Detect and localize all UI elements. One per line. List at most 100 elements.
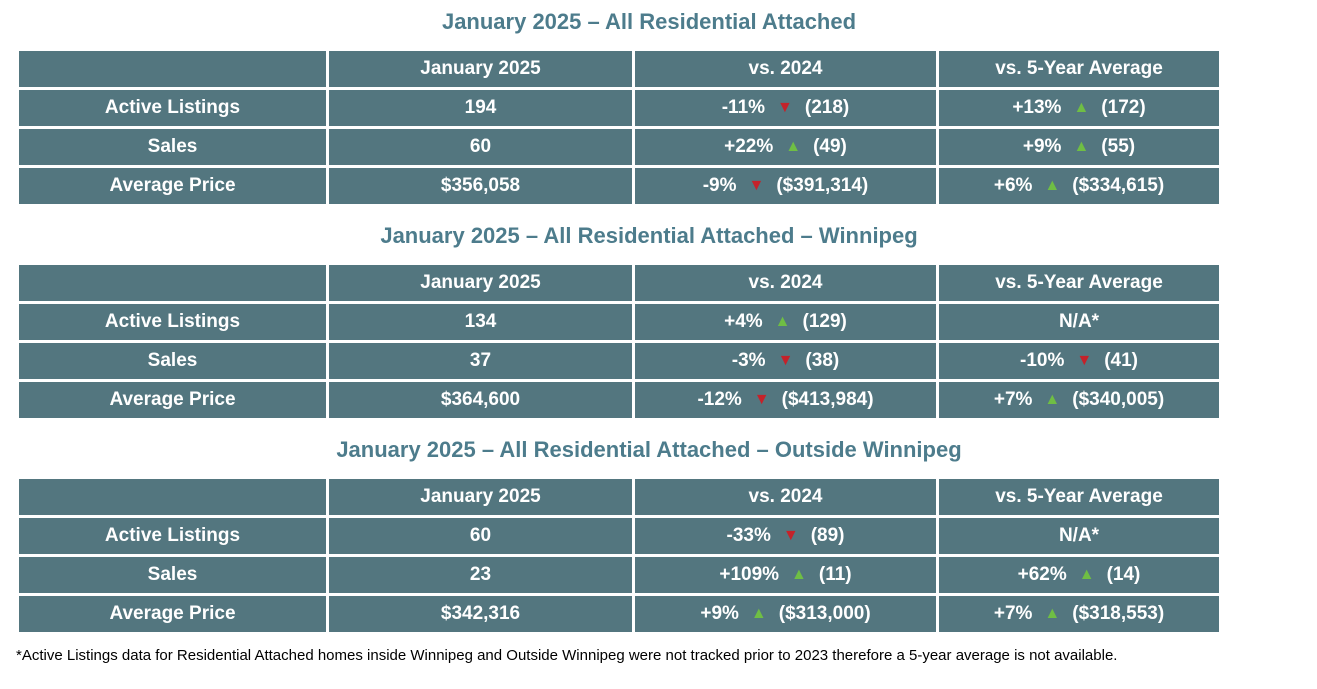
change-percent: -3% [731,350,766,371]
vs-5yr-cell: N/A* [936,515,1222,557]
report-page: January 2025 – All Residential Attached … [16,9,1222,664]
stats-table-all-residential-attached: January 2025 vs. 2024 vs. 5-Year Average… [16,48,1222,207]
vs-2024-cell: -3% ▼ (38) [632,340,939,382]
change-percent: +7% [993,603,1033,624]
table-row-active-listings: Active Listings 60 -33% ▼ (89) N/A* [16,515,1222,557]
change-percent: +13% [1012,97,1062,118]
comparison-value: (129) [802,311,847,332]
header-row: January 2025 vs. 2024 vs. 5-Year Average [16,476,1222,518]
comparison-value: ($334,615) [1072,175,1165,196]
table-row-active-listings: Active Listings 194 -11% ▼ (218) +13% ▲ (172… [16,87,1222,129]
change-arrow-icon: ▲ [1073,99,1090,116]
table-row-sales: Sales 37 -3% ▼ (38) -10% ▼ (41) [16,340,1222,382]
comparison-value: ($313,000) [778,603,871,624]
header-vs-5-year-average: vs. 5-Year Average [936,262,1222,304]
row-label: Active Listings [16,87,329,129]
change-percent: -33% [726,525,771,546]
header-blank-cell [16,262,329,304]
change-arrow-icon: ▲ [1044,391,1061,408]
change-percent: -10% [1020,350,1065,371]
change-percent: +22% [724,136,774,157]
table-title-outside-winnipeg: January 2025 – All Residential Attached … [336,437,962,462]
current-value-cell: 37 [326,340,635,382]
change-arrow-icon: ▲ [1044,177,1061,194]
comparison-value: ($340,005) [1072,389,1165,410]
comparison-value: (11) [818,564,852,585]
change-arrow-icon: ▲ [1078,566,1095,583]
change-percent: +62% [1017,564,1067,585]
header-vs-2024: vs. 2024 [632,48,939,90]
row-label: Active Listings [16,515,329,557]
table-row-sales: Sales 60 +22% ▲ (49) +9% ▲ (55) [16,126,1222,168]
change-percent: +4% [724,311,763,332]
comparison-value: (14) [1106,564,1141,585]
header-january-2025: January 2025 [326,48,635,90]
header-vs-5-year-average: vs. 5-Year Average [936,48,1222,90]
row-label: Average Price [16,593,329,635]
comparison-value: ($318,553) [1072,603,1165,624]
vs-2024-cell: -12% ▼ ($413,984) [632,379,939,421]
change-arrow-icon: ▼ [748,177,765,194]
vs-2024-cell: +22% ▲ (49) [632,126,939,168]
vs-2024-cell: -33% ▼ (89) [632,515,939,557]
comparison-value: (218) [804,97,850,118]
header-vs-2024: vs. 2024 [632,476,939,518]
comparison-value: (55) [1101,136,1136,157]
header-vs-5-year-average: vs. 5-Year Average [936,476,1222,518]
stats-table-winnipeg: January 2025 vs. 2024 vs. 5-Year Average… [16,262,1222,421]
comparison-value: ($391,314) [776,175,869,196]
change-arrow-icon: ▼ [782,527,799,544]
vs-5yr-cell: +7% ▲ ($318,553) [936,593,1222,635]
vs-2024-cell: +109% ▲ (11) [632,554,939,596]
change-arrow-icon: ▲ [1073,138,1090,155]
header-january-2025: January 2025 [326,262,635,304]
vs-5yr-cell: N/A* [936,301,1222,343]
change-percent: N/A* [1058,311,1100,332]
row-label: Active Listings [16,301,329,343]
current-value-cell: 134 [326,301,635,343]
stats-table-outside-winnipeg: January 2025 vs. 2024 vs. 5-Year Average… [16,476,1222,635]
comparison-value: (89) [810,525,845,546]
table-row-average-price: Average Price $342,316 +9% ▲ ($313,000) +7… [16,593,1222,635]
change-percent: +7% [993,389,1033,410]
comparison-value: ($413,984) [781,389,874,410]
change-arrow-icon: ▲ [785,138,802,155]
change-arrow-icon: ▼ [753,391,770,408]
change-arrow-icon: ▲ [791,566,807,583]
vs-2024-cell: +9% ▲ ($313,000) [632,593,939,635]
vs-2024-cell: +4% ▲ (129) [632,301,939,343]
change-arrow-icon: ▲ [750,605,767,622]
current-value-cell: $356,058 [326,165,635,207]
vs-5yr-cell: +9% ▲ (55) [936,126,1222,168]
header-vs-2024: vs. 2024 [632,262,939,304]
change-percent: -11% [721,97,766,118]
change-arrow-icon: ▼ [777,99,793,116]
table-title-all-residential-attached: January 2025 – All Residential Attached [441,9,857,34]
header-row: January 2025 vs. 2024 vs. 5-Year Average [16,48,1222,90]
comparison-value: (172) [1101,97,1146,118]
change-arrow-icon: ▼ [1076,352,1093,369]
change-arrow-icon: ▼ [777,352,794,369]
comparison-value: (38) [805,350,840,371]
current-value-cell: $342,316 [326,593,635,635]
header-blank-cell [16,48,329,90]
change-percent: -12% [697,389,742,410]
row-label: Sales [16,340,329,382]
change-percent: +109% [719,564,780,585]
change-arrow-icon: ▲ [774,313,791,330]
header-blank-cell [16,476,329,518]
footnote-text: *Active Listings data for Residential At… [16,647,1118,664]
table-title-winnipeg: January 2025 – All Residential Attached … [380,223,918,248]
table-row-average-price: Average Price $356,058 -9% ▼ ($391,314) +6… [16,165,1222,207]
row-label: Sales [16,126,329,168]
comparison-value: (49) [813,136,847,157]
vs-5yr-cell: +13% ▲ (172) [936,87,1222,129]
vs-5yr-cell: -10% ▼ (41) [936,340,1222,382]
table-row-sales: Sales 23 +109% ▲ (11) +62% ▲ (14) [16,554,1222,596]
row-label: Sales [16,554,329,596]
change-percent: +9% [1022,136,1062,157]
vs-5yr-cell: +6% ▲ ($334,615) [936,165,1222,207]
vs-5yr-cell: +62% ▲ (14) [936,554,1222,596]
change-percent: -9% [702,175,737,196]
change-percent: +6% [993,175,1033,196]
